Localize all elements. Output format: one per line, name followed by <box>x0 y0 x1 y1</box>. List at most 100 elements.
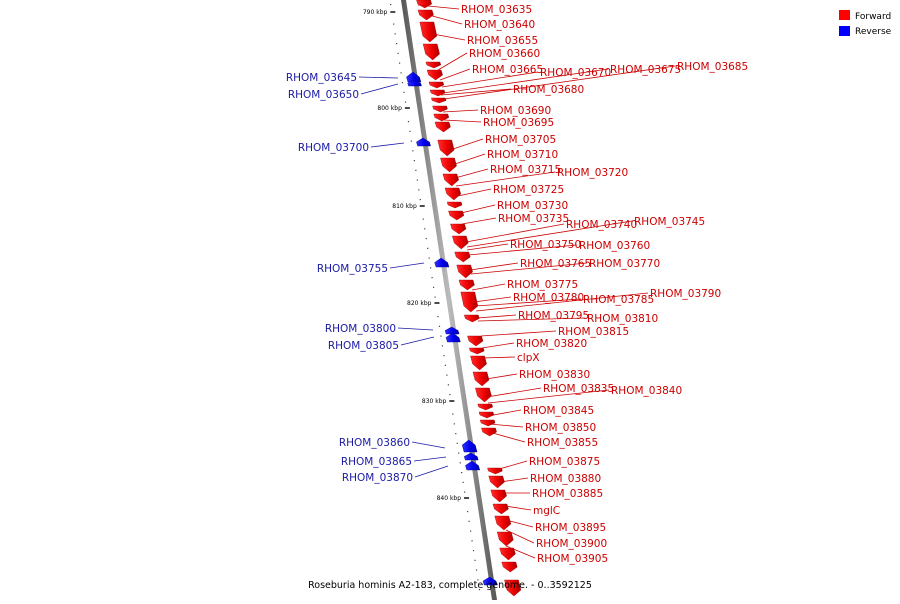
forward-gene <box>429 89 446 97</box>
forward-label-leader <box>461 217 497 225</box>
reverse-gene-label: RHOM_03755 <box>317 263 388 275</box>
forward-gene <box>426 69 443 81</box>
scale-minor-tick <box>409 130 411 132</box>
gene-features <box>406 0 522 597</box>
forward-gene <box>499 547 516 561</box>
forward-label-leader <box>449 138 484 151</box>
reverse-gene <box>434 257 450 268</box>
scale-minor-tick <box>474 559 476 561</box>
scale-minor-tick <box>440 335 442 337</box>
legend-forward-label: Forward <box>855 12 891 22</box>
forward-gene <box>416 0 432 9</box>
forward-gene-label: RHOM_03795 <box>518 310 589 322</box>
reverse-gene <box>482 576 498 586</box>
forward-gene-label: RHOM_03850 <box>525 422 596 434</box>
scale-minor-tick <box>456 442 458 444</box>
scale-minor-tick <box>458 452 460 454</box>
scale-minor-tick <box>422 218 424 220</box>
scale-tick-label: 820 kbp <box>407 300 432 307</box>
scale-minor-tick <box>394 33 396 35</box>
scale-minor-tick <box>404 101 407 103</box>
forward-label-leader <box>486 387 542 398</box>
forward-gene-label: RHOM_03785 <box>583 294 654 306</box>
forward-gene-label: RHOM_03885 <box>532 488 603 500</box>
forward-label-leader <box>432 33 466 41</box>
forward-gene <box>431 97 447 104</box>
scale-minor-tick <box>467 511 469 513</box>
forward-gene-label: RHOM_03820 <box>516 338 587 350</box>
reverse-gene <box>465 460 481 471</box>
scale-minor-tick <box>437 316 439 318</box>
forward-gene <box>458 279 475 291</box>
forward-label-leader <box>465 223 565 243</box>
forward-gene-label: RHOM_03730 <box>497 200 568 212</box>
forward-gene-label: RHOM_03640 <box>464 19 535 31</box>
scale-minor-tick <box>449 394 451 396</box>
forward-label-leader <box>455 171 556 187</box>
scale-minor-tick <box>430 267 432 269</box>
scale-minor-tick <box>396 43 398 45</box>
forward-gene-label: RHOM_03775 <box>507 279 578 291</box>
reverse-gene-label: RHOM_03800 <box>325 323 396 335</box>
forward-label-leader <box>495 460 528 471</box>
forward-gene <box>496 531 514 547</box>
forward-gene <box>456 264 473 279</box>
forward-gene <box>444 187 462 201</box>
reverse-label-leader <box>370 142 405 148</box>
forward-gene-label: RHOM_03740 <box>566 219 637 231</box>
reverse-label-leader <box>358 76 399 79</box>
forward-label-leader <box>443 119 482 123</box>
scale-minor-tick <box>419 199 421 201</box>
scale-minor-tick <box>398 62 401 64</box>
scale-minor-tick <box>472 550 475 552</box>
forward-gene <box>460 291 479 313</box>
reverse-label-leader <box>397 327 434 331</box>
forward-label-leader <box>476 314 517 319</box>
forward-gene-label: RHOM_03875 <box>529 456 600 468</box>
forward-gene-label: RHOM_03905 <box>537 553 608 565</box>
forward-gene <box>479 419 496 427</box>
forward-gene-label: RHOM_03680 <box>513 84 584 96</box>
forward-gene <box>475 387 492 403</box>
forward-gene <box>425 61 442 69</box>
forward-label-leader <box>441 71 539 88</box>
forward-label-leader <box>473 296 512 303</box>
forward-label-leader <box>487 409 522 417</box>
forward-label-leader <box>480 330 557 337</box>
forward-label-leader <box>437 52 468 71</box>
forward-gene <box>501 561 518 573</box>
reverse-gene-label: RHOM_03865 <box>341 456 412 468</box>
forward-label-leader <box>505 545 536 559</box>
forward-gene-label: mglC <box>533 505 560 517</box>
forward-gene-label: RHOM_03725 <box>493 184 564 196</box>
forward-gene-label: RHOM_03665 <box>472 64 543 76</box>
scale-minor-tick <box>424 228 426 230</box>
forward-label-leader <box>470 262 588 275</box>
scale-minor-tick <box>415 169 417 171</box>
scale-minor-tick <box>416 179 418 181</box>
forward-gene-label: RHOM_03750 <box>510 239 581 251</box>
legend: Forward Reverse <box>839 10 892 37</box>
scale-tick-label: 790 kbp <box>363 9 388 16</box>
forward-gene <box>442 173 459 187</box>
scale-minor-tick <box>428 257 430 259</box>
forward-gene <box>440 157 457 173</box>
reverse-gene <box>406 71 422 83</box>
forward-label-leader <box>487 389 610 404</box>
genome-caption: Roseburia hominis A2-183, complete genom… <box>308 580 592 591</box>
scale-minor-tick <box>397 52 399 54</box>
forward-label-leader <box>481 356 516 359</box>
scale-minor-tick <box>412 150 414 152</box>
scale-tick-label: 800 kbp <box>377 105 402 112</box>
scale-tick-label: 830 kbp <box>422 398 447 405</box>
forward-gene <box>464 314 480 323</box>
legend-forward-swatch <box>839 10 850 20</box>
scale-minor-tick <box>468 520 470 522</box>
scale-minor-tick <box>446 374 448 376</box>
scale-tick-label: 810 kbp <box>392 203 417 210</box>
forward-gene <box>428 81 445 89</box>
forward-gene <box>488 475 505 489</box>
forward-gene-label: RHOM_03900 <box>536 538 607 550</box>
forward-label-leader <box>485 373 518 380</box>
